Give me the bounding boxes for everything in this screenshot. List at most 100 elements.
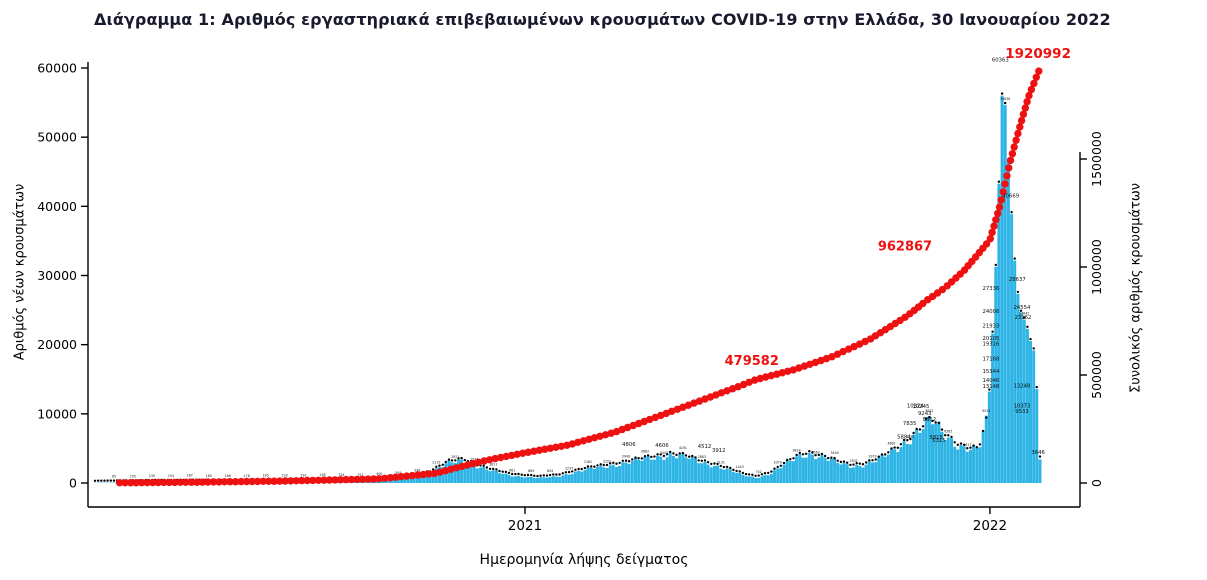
svg-text:2973: 2973 bbox=[868, 454, 876, 458]
svg-text:0: 0 bbox=[1089, 479, 1104, 487]
svg-text:9515: 9515 bbox=[982, 409, 990, 413]
svg-text:21933: 21933 bbox=[982, 323, 999, 329]
svg-text:5755: 5755 bbox=[906, 435, 914, 439]
svg-text:10373: 10373 bbox=[1014, 403, 1031, 409]
svg-text:241: 241 bbox=[301, 473, 307, 477]
svg-text:130: 130 bbox=[149, 474, 155, 478]
svg-text:60363: 60363 bbox=[992, 58, 1009, 64]
svg-text:4191: 4191 bbox=[679, 446, 687, 450]
svg-text:2115: 2115 bbox=[432, 460, 440, 464]
svg-text:13148: 13148 bbox=[982, 384, 999, 390]
svg-text:2883: 2883 bbox=[698, 455, 706, 459]
bars-layer bbox=[93, 95, 1042, 484]
svg-text:166: 166 bbox=[225, 474, 231, 478]
svg-text:13248: 13248 bbox=[1014, 383, 1031, 389]
svg-text:7835: 7835 bbox=[903, 421, 916, 427]
svg-text:854: 854 bbox=[547, 469, 553, 473]
svg-text:187: 187 bbox=[187, 474, 193, 478]
svg-text:2022: 2022 bbox=[973, 518, 1007, 534]
svg-text:10245: 10245 bbox=[912, 404, 929, 410]
svg-text:27336: 27336 bbox=[982, 286, 999, 292]
svg-text:5315: 5315 bbox=[932, 438, 945, 444]
svg-text:869: 869 bbox=[528, 469, 534, 473]
svg-text:4606: 4606 bbox=[655, 443, 669, 449]
left-axis-title: Αριθμός νέων κρουσμάτων bbox=[12, 183, 28, 361]
svg-text:10000: 10000 bbox=[37, 406, 77, 421]
svg-text:1920992: 1920992 bbox=[1005, 46, 1071, 62]
svg-text:9243: 9243 bbox=[918, 411, 931, 417]
svg-text:24554: 24554 bbox=[1014, 305, 1031, 311]
svg-text:24006: 24006 bbox=[982, 309, 999, 315]
svg-text:10324: 10324 bbox=[907, 404, 924, 410]
svg-text:324: 324 bbox=[338, 473, 344, 477]
chart-title: Διάγραμμα 1: Αριθμός εργαστηριακά επιβεβ… bbox=[94, 10, 1111, 29]
axes-layer: 0 10000 20000 30000 40000 50000 60000 0 500000 10… bbox=[37, 61, 1104, 535]
svg-text:20000: 20000 bbox=[37, 337, 77, 352]
svg-text:3563: 3563 bbox=[812, 450, 820, 454]
svg-text:40000: 40000 bbox=[37, 199, 77, 214]
milestone-labels-layer: 479582 962867 1920992 bbox=[725, 46, 1071, 369]
svg-text:3912: 3912 bbox=[712, 448, 725, 454]
svg-text:2079: 2079 bbox=[774, 461, 782, 465]
svg-text:5884: 5884 bbox=[897, 434, 911, 440]
svg-text:30000: 30000 bbox=[37, 268, 77, 283]
svg-text:50000: 50000 bbox=[37, 130, 77, 145]
tiny-value-labels-layer: 65 105 130 154 187 165 166 178 185 233 241 259 324 31… bbox=[112, 97, 1029, 479]
svg-text:1237: 1237 bbox=[565, 466, 573, 470]
svg-text:2181: 2181 bbox=[584, 460, 592, 464]
svg-text:23642: 23642 bbox=[1019, 312, 1029, 316]
svg-text:3683: 3683 bbox=[641, 450, 649, 454]
svg-text:1500000: 1500000 bbox=[1089, 131, 1104, 187]
svg-text:14046: 14046 bbox=[982, 378, 999, 384]
svg-text:742: 742 bbox=[756, 470, 762, 474]
svg-text:154: 154 bbox=[168, 474, 174, 478]
x-axis-title: Ημερομηνία λήψης δείγματος bbox=[479, 552, 689, 568]
svg-text:8352: 8352 bbox=[923, 417, 936, 423]
svg-text:400: 400 bbox=[376, 472, 382, 476]
svg-text:2302: 2302 bbox=[849, 459, 857, 463]
svg-text:9533: 9533 bbox=[1015, 409, 1028, 415]
svg-text:259: 259 bbox=[320, 473, 326, 477]
svg-text:3814: 3814 bbox=[793, 449, 801, 453]
svg-text:60000: 60000 bbox=[37, 61, 77, 76]
svg-text:54636: 54636 bbox=[1000, 97, 1010, 101]
svg-text:479582: 479582 bbox=[725, 354, 779, 369]
svg-text:500000: 500000 bbox=[1089, 351, 1104, 399]
svg-text:939: 939 bbox=[414, 469, 420, 473]
svg-text:1443: 1443 bbox=[736, 465, 744, 469]
svg-text:317: 317 bbox=[357, 473, 363, 477]
cumulative-line-layer bbox=[115, 67, 1043, 487]
svg-text:2021: 2021 bbox=[508, 518, 542, 534]
svg-text:1000000: 1000000 bbox=[1089, 239, 1104, 295]
svg-text:40669: 40669 bbox=[1002, 194, 1019, 200]
svg-text:185: 185 bbox=[263, 474, 269, 478]
right-axis-title: Συνολικός αριθμός κρουσμάτων bbox=[1128, 182, 1144, 394]
daily-dots-layer bbox=[93, 92, 1042, 482]
svg-text:5815: 5815 bbox=[929, 435, 942, 441]
svg-text:4617: 4617 bbox=[963, 443, 971, 447]
svg-text:2222: 2222 bbox=[603, 460, 611, 464]
svg-text:23162: 23162 bbox=[1015, 315, 1032, 321]
svg-text:28637: 28637 bbox=[1009, 277, 1026, 283]
svg-text:2921: 2921 bbox=[451, 455, 459, 459]
svg-text:3646: 3646 bbox=[1031, 450, 1045, 456]
svg-text:19316: 19316 bbox=[982, 341, 999, 347]
svg-text:178: 178 bbox=[244, 474, 250, 478]
svg-text:591: 591 bbox=[395, 471, 401, 475]
svg-text:20105: 20105 bbox=[982, 336, 999, 342]
svg-text:4806: 4806 bbox=[622, 442, 636, 448]
svg-text:165: 165 bbox=[206, 474, 212, 478]
svg-text:15344: 15344 bbox=[982, 369, 999, 375]
svg-text:105: 105 bbox=[130, 474, 136, 478]
svg-text:6585: 6585 bbox=[944, 430, 952, 434]
svg-text:17168: 17168 bbox=[982, 356, 999, 362]
svg-text:2131: 2131 bbox=[717, 460, 725, 464]
svg-text:1811: 1811 bbox=[489, 463, 497, 467]
svg-text:3449: 3449 bbox=[831, 451, 839, 455]
svg-text:9512: 9512 bbox=[925, 409, 933, 413]
svg-text:65: 65 bbox=[112, 475, 116, 479]
svg-text:0: 0 bbox=[69, 476, 77, 491]
